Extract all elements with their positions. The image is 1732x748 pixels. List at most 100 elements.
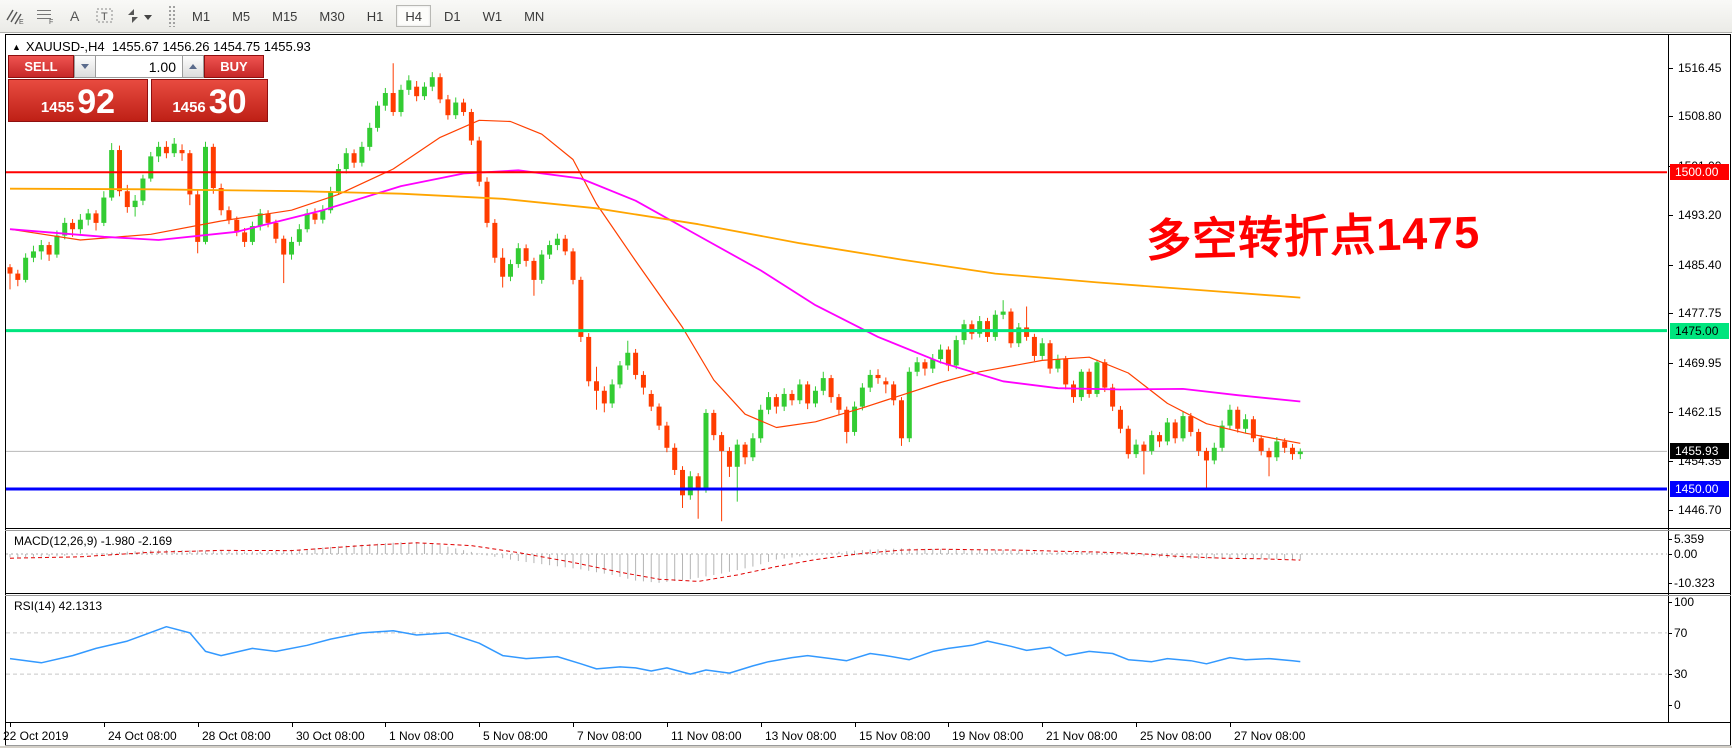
candle-body xyxy=(985,321,990,337)
volume-down-button[interactable] xyxy=(74,55,96,78)
high-value: 1456.26 xyxy=(162,39,210,54)
ma-slow-line xyxy=(9,187,1301,299)
time-axis-label: 15 Nov 08:00 xyxy=(859,729,931,743)
buy-price[interactable]: 1456 30 xyxy=(151,79,268,122)
time-axis-label: 21 Nov 08:00 xyxy=(1046,729,1118,743)
toolbar-grip[interactable] xyxy=(168,5,175,27)
candle-body xyxy=(101,197,107,223)
candle-body xyxy=(1282,441,1288,448)
candle-body xyxy=(1289,447,1295,455)
cycle-arrows-icon[interactable] xyxy=(122,4,156,28)
candle-body xyxy=(672,447,678,470)
time-axis-label: 13 Nov 08:00 xyxy=(765,729,837,743)
candle-body xyxy=(1117,409,1123,429)
timeframe-h4[interactable]: H4 xyxy=(396,5,431,27)
candle-body xyxy=(797,384,803,401)
volume-input[interactable] xyxy=(96,55,182,78)
candle-body xyxy=(1203,450,1209,461)
time-axis-label: 24 Oct 08:00 xyxy=(108,729,177,743)
candle-body xyxy=(523,248,529,261)
candle-body xyxy=(953,340,959,366)
candle-body xyxy=(453,102,459,116)
candle-body xyxy=(132,200,138,208)
indicators-icon[interactable]: E xyxy=(2,4,28,28)
candle-body xyxy=(156,146,162,157)
candle-body xyxy=(992,314,998,337)
sell-button[interactable]: SELL xyxy=(8,55,74,78)
candles xyxy=(7,63,1303,522)
candle-body xyxy=(1172,422,1178,439)
macd-panel[interactable] xyxy=(0,530,1732,595)
candle-body xyxy=(30,251,36,258)
macd-rsi-divider[interactable] xyxy=(5,593,1731,594)
sell-price[interactable]: 1455 92 xyxy=(8,79,148,122)
timeframe-h1[interactable]: H1 xyxy=(366,9,384,24)
timeframe-d1[interactable]: D1 xyxy=(443,9,461,24)
candle-body xyxy=(1258,438,1264,451)
candle-body xyxy=(320,210,326,220)
candle-body xyxy=(249,226,255,242)
main-macd-divider[interactable] xyxy=(5,528,1731,529)
candle-body xyxy=(1211,447,1217,461)
volume-up-button[interactable] xyxy=(182,55,204,78)
main-chart[interactable] xyxy=(0,33,1732,530)
candle-body xyxy=(77,219,83,230)
candle-body xyxy=(1110,387,1116,407)
candle-body xyxy=(1071,384,1077,398)
text-box-icon[interactable]: T xyxy=(92,4,118,28)
time-axis-label: 30 Oct 08:00 xyxy=(296,729,365,743)
candle-body xyxy=(711,412,717,436)
candle-body xyxy=(1008,311,1014,344)
collapse-indicator-icon[interactable]: ▲ xyxy=(12,42,21,52)
candle-body xyxy=(234,219,240,233)
candle-body xyxy=(1086,371,1092,394)
timeframe-mn[interactable]: MN xyxy=(524,9,545,24)
candle-body xyxy=(726,450,732,467)
candle-body xyxy=(703,412,709,489)
candle-body xyxy=(1078,371,1084,398)
timeframe-m30[interactable]: M30 xyxy=(319,9,345,24)
rsi-panel[interactable] xyxy=(0,595,1732,723)
text-label-icon[interactable]: A xyxy=(62,4,88,28)
window-edge xyxy=(0,746,1732,748)
time-axis-tick xyxy=(855,723,856,727)
candle-body xyxy=(7,267,13,274)
time-axis-label: 28 Oct 08:00 xyxy=(202,729,271,743)
candle-body xyxy=(195,194,201,242)
arrow-down-icon xyxy=(81,64,89,69)
candle-body xyxy=(46,245,52,255)
candle-body xyxy=(109,150,115,198)
candle-body xyxy=(304,213,310,230)
candle-body xyxy=(562,238,568,252)
one-click-trading-panel: SELL BUY 1455 92 1456 30 xyxy=(8,55,268,122)
timeframe-m1[interactable]: M1 xyxy=(192,9,211,24)
rsi-timeaxis-divider xyxy=(5,722,1731,723)
candle-body xyxy=(1219,425,1225,448)
candle-body xyxy=(938,349,944,360)
time-axis-label: 11 Nov 08:00 xyxy=(671,729,742,743)
candle-body xyxy=(625,352,631,366)
time-axis-tick xyxy=(1136,723,1137,727)
candle-body xyxy=(812,390,818,404)
candle-body xyxy=(492,222,498,258)
candle-body xyxy=(914,362,920,372)
buy-button[interactable]: BUY xyxy=(204,55,264,78)
candle-body xyxy=(226,210,232,220)
timeframe-w1[interactable]: W1 xyxy=(482,9,503,24)
timeframe-m15[interactable]: M15 xyxy=(272,9,298,24)
candle-body xyxy=(1024,327,1030,337)
buy-price-pips: 30 xyxy=(208,83,247,121)
timeframe-m5[interactable]: M5 xyxy=(232,9,251,24)
candle-body xyxy=(210,146,216,189)
rsi-label: RSI(14) 42.1313 xyxy=(14,599,103,613)
time-axis-label: 1 Nov 08:00 xyxy=(389,729,454,743)
annotation-text: 多空转折点1475 xyxy=(1145,206,1481,267)
grid-icon[interactable]: F xyxy=(32,4,58,28)
toolbar: E F A T M1 M5 M15 M30 H1 H4 D1 W1 MN xyxy=(0,0,1732,33)
candle-body xyxy=(437,77,443,100)
candle-body xyxy=(367,127,373,147)
candle-body xyxy=(1094,362,1100,394)
time-axis-tick xyxy=(292,723,293,727)
sell-price-main: 1455 xyxy=(40,99,75,116)
candle-body xyxy=(1125,428,1131,455)
